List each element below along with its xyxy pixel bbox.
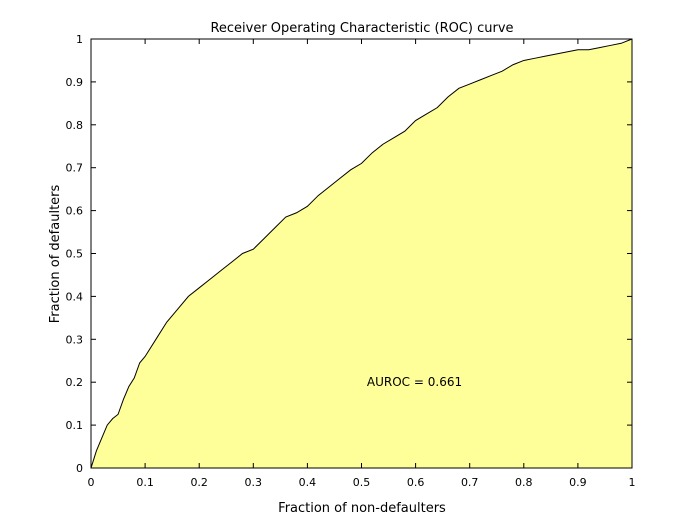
y-tick-label: 0.1 [66,419,84,432]
y-tick-label: 1 [76,33,83,46]
chart-title: Receiver Operating Characteristic (ROC) … [210,21,513,36]
x-tick-label: 0.5 [353,476,371,489]
y-tick-label: 0.5 [66,248,84,261]
roc-area-fill [91,39,632,468]
roc-curve-line [90,38,633,469]
x-tick-label: 0.7 [461,476,479,489]
x-axis-label: Fraction of non-defaulters [278,501,446,516]
y-tick-label: 0 [76,462,83,475]
x-tick-label: 0.9 [569,476,587,489]
x-tick-label: 0.1 [136,476,154,489]
x-axis-ticks: 0 0.1 0.2 0.3 0.4 0.5 0.6 0.7 0.8 0.9 1 [88,39,636,489]
x-tick-label: 0.2 [190,476,208,489]
y-tick-label: 0.4 [66,290,84,303]
auroc-annotation: AUROC = 0.661 [367,375,462,389]
x-tick-label: 0.4 [299,476,317,489]
x-tick-label: 0.3 [245,476,263,489]
y-tick-label: 0.3 [66,333,84,346]
y-tick-label: 0.7 [66,162,84,175]
x-tick-label: 1 [629,476,636,489]
y-tick-label: 0.9 [66,76,84,89]
y-tick-label: 0.2 [66,376,84,389]
y-tick-label: 0.6 [66,205,84,218]
x-tick-label: 0.8 [515,476,533,489]
x-tick-label: 0.6 [407,476,425,489]
y-tick-label: 0.8 [66,119,84,132]
x-tick-label: 0 [88,476,95,489]
y-axis-label: Fraction of defaulters [48,185,63,324]
y-axis-ticks: 0 0.1 0.2 0.3 0.4 0.5 0.6 0.7 0.8 0.9 1 [66,33,632,475]
